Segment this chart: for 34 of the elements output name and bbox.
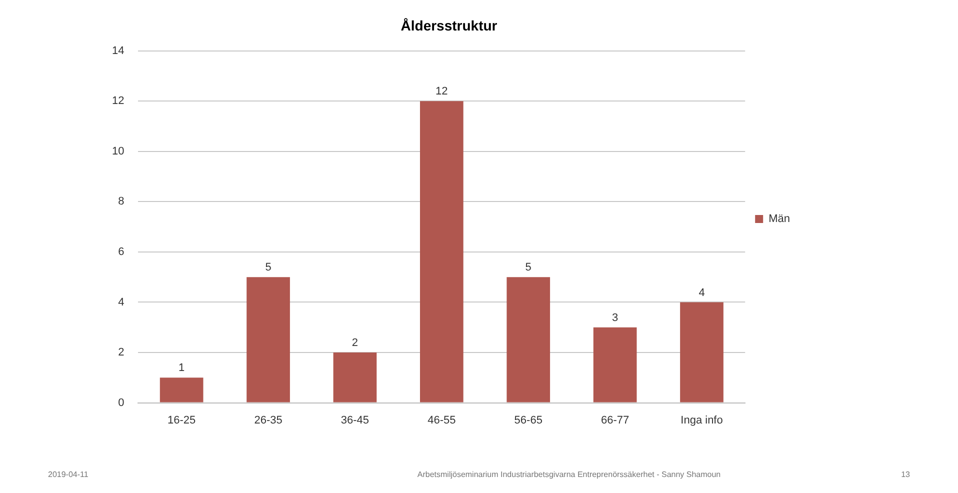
y-tick-label: 12 bbox=[112, 95, 124, 108]
data-label: 1 bbox=[178, 362, 185, 374]
data-label: 3 bbox=[612, 312, 618, 324]
data-label: 5 bbox=[525, 262, 532, 274]
bar bbox=[420, 101, 464, 402]
y-tick-label: 0 bbox=[118, 396, 124, 409]
data-label: 12 bbox=[436, 86, 448, 98]
y-tick-label: 14 bbox=[112, 44, 124, 57]
y-tick-label: 4 bbox=[118, 296, 124, 308]
text: 2019-04-11 bbox=[48, 470, 89, 480]
legend-label: Män bbox=[768, 213, 790, 226]
x-tick-label: 46-55 bbox=[428, 414, 456, 426]
bar bbox=[593, 327, 637, 402]
chart-title: Åldersstruktur bbox=[400, 17, 498, 34]
bar bbox=[333, 352, 377, 402]
text: 13 bbox=[901, 470, 911, 480]
data-label: 2 bbox=[352, 337, 358, 350]
bar bbox=[506, 277, 550, 402]
data-label: 4 bbox=[698, 286, 705, 299]
x-tick-label: 16-25 bbox=[168, 414, 196, 426]
text: Arbetsmiljöseminarium Industriarbetsgivarna Entreprenörssäkerhet - Sanny Shamoun bbox=[417, 470, 721, 480]
data-label: 5 bbox=[265, 262, 272, 274]
y-tick-label: 10 bbox=[112, 145, 124, 158]
x-tick-label: 36-45 bbox=[340, 414, 370, 426]
y-tick-label: 6 bbox=[118, 246, 124, 258]
x-tick-label: 26-35 bbox=[254, 414, 282, 426]
x-tick-label: 56-65 bbox=[514, 414, 542, 426]
bar bbox=[246, 277, 290, 402]
bar bbox=[160, 378, 204, 402]
bar bbox=[680, 302, 724, 402]
y-tick-label: 2 bbox=[118, 346, 124, 359]
x-tick-label: 66-77 bbox=[600, 414, 630, 426]
x-tick-label: Inga info bbox=[680, 414, 723, 426]
y-tick-label: 8 bbox=[118, 196, 124, 208]
